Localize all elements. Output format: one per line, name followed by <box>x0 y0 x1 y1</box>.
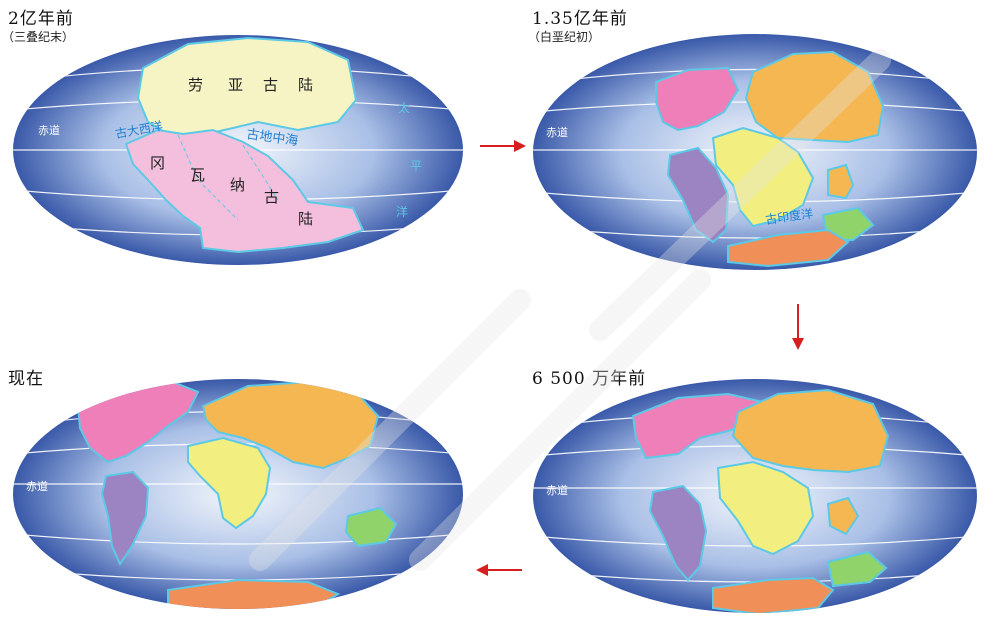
equator-label: 赤道 <box>546 125 568 139</box>
arrow-left-icon <box>474 562 524 582</box>
svg-text:亚: 亚 <box>228 76 243 94</box>
laurasia <box>136 36 358 138</box>
svg-text:纳: 纳 <box>230 176 245 194</box>
svg-text:陆: 陆 <box>298 76 313 94</box>
north-america <box>631 392 765 460</box>
antarctica <box>712 576 835 613</box>
svg-text:瓦: 瓦 <box>190 166 205 184</box>
north-america <box>655 66 740 132</box>
svg-text:劳: 劳 <box>188 76 203 94</box>
svg-text:太: 太 <box>398 100 410 115</box>
panel4-title: 现在 <box>8 369 44 389</box>
tethys-label: 古地中海 <box>245 127 299 149</box>
svg-text:平: 平 <box>410 159 422 173</box>
map-200-million-years-ago: 赤道 劳 亚 古 陆 冈 瓦 纳 古 陆 古大西洋 古地中海 太 平 洋 <box>8 30 468 270</box>
australia <box>826 550 888 588</box>
africa <box>716 460 815 556</box>
panel3-title: 6 500 万年前 <box>532 369 647 389</box>
map-65-million-years-ago: 赤道 <box>528 376 983 618</box>
south-america <box>648 484 708 582</box>
eurasia <box>731 388 890 474</box>
panel2-title: 1.35亿年前 <box>532 9 628 29</box>
svg-text:洋: 洋 <box>396 204 408 219</box>
africa <box>187 436 272 530</box>
africa <box>711 126 815 228</box>
map-135-million-years-ago: 赤道 古印度洋 <box>528 30 983 275</box>
svg-text:古: 古 <box>264 188 279 206</box>
equator-label: 赤道 <box>546 483 568 497</box>
eurasia <box>744 50 885 144</box>
map-present-day: 赤道 <box>8 376 468 616</box>
australia <box>344 506 398 548</box>
antarctica <box>167 578 341 609</box>
arrow-right-icon <box>478 138 528 158</box>
equator-label: 赤道 <box>38 123 60 137</box>
svg-text:陆: 陆 <box>298 210 313 228</box>
panel1-title: 2亿年前 <box>8 9 74 29</box>
panel1-subtitle: （三叠纪末） <box>2 30 75 44</box>
south-america <box>666 146 730 244</box>
arrow-down-icon <box>790 302 806 356</box>
paleo-indian-ocean-label: 古印度洋 <box>764 205 814 227</box>
antarctica <box>727 228 850 268</box>
svg-text:冈: 冈 <box>150 154 165 172</box>
svg-text:古: 古 <box>263 76 278 94</box>
india <box>826 496 860 536</box>
panel2-subtitle: （白垩纪初） <box>528 30 601 44</box>
india <box>827 163 855 200</box>
gondwana <box>124 128 365 254</box>
equator-label: 赤道 <box>26 479 48 493</box>
south-america <box>100 470 150 567</box>
